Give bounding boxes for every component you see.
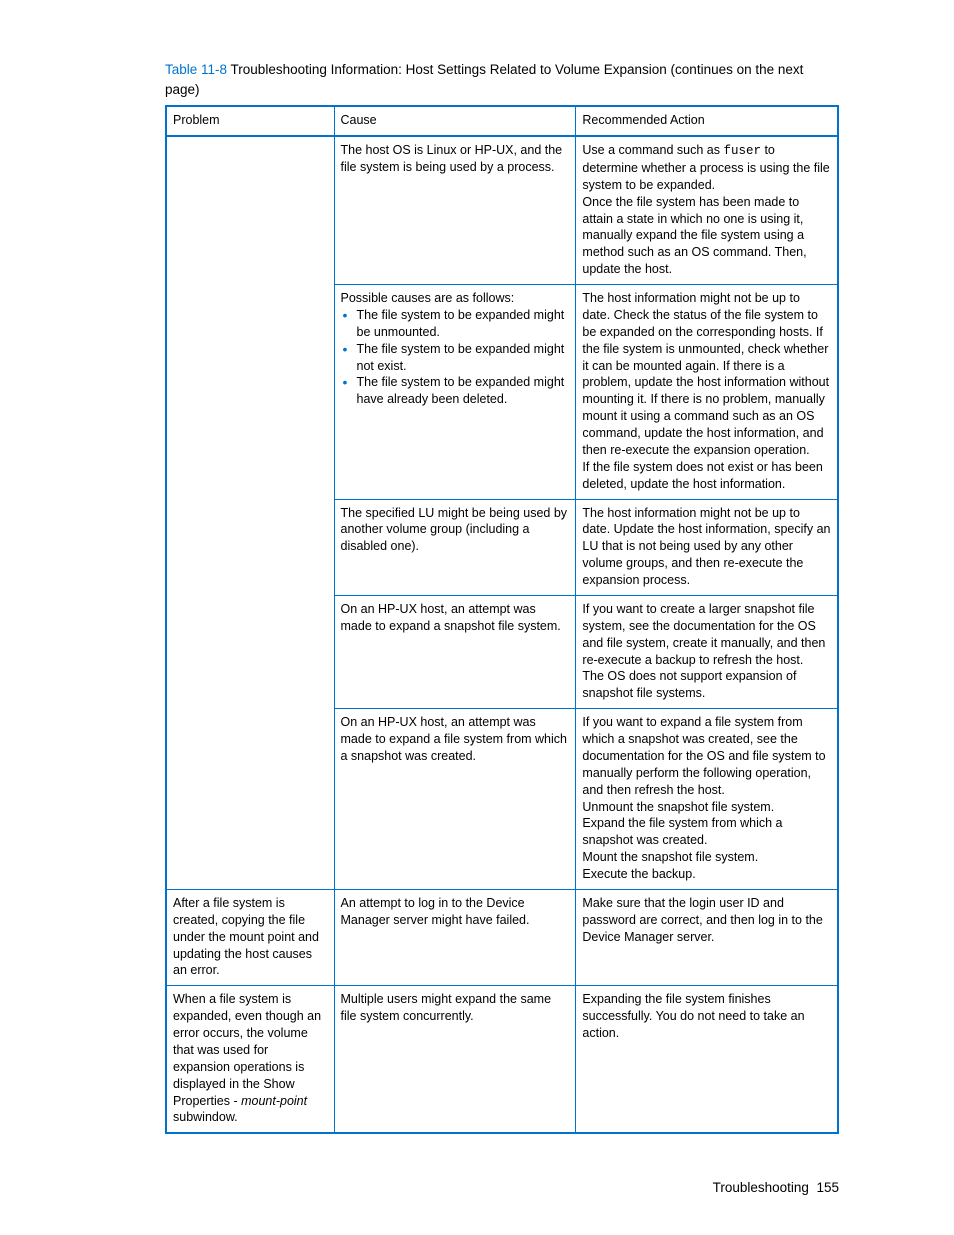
footer-section: Troubleshooting [713, 1180, 809, 1195]
action-text: to determine whether a process is using … [582, 143, 829, 276]
col-header-problem: Problem [166, 106, 334, 136]
action-cell: Make sure that the login user ID and pas… [576, 889, 838, 985]
cause-cell: The host OS is Linux or HP-UX, and the f… [334, 136, 576, 285]
action-cell: The host information might not be up to … [576, 499, 838, 595]
problem-text: When a file system is expanded, even tho… [173, 992, 321, 1107]
cause-list-item: The file system to be expanded might not… [357, 341, 570, 375]
table-caption: Table 11-8 Troubleshooting Information: … [165, 60, 839, 99]
action-text: Use a command such as [582, 143, 723, 157]
col-header-cause: Cause [334, 106, 576, 136]
action-cell: If you want to create a larger snapshot … [576, 595, 838, 708]
cause-list-item: The file system to be expanded might be … [357, 307, 570, 341]
table-row: After a file system is created, copying … [166, 889, 838, 985]
document-page: Table 11-8 Troubleshooting Information: … [0, 0, 954, 1235]
cause-cell: An attempt to log in to the Device Manag… [334, 889, 576, 985]
footer-page-number: 155 [816, 1180, 839, 1195]
cause-list-item: The file system to be expanded might hav… [357, 374, 570, 408]
cause-cell: Multiple users might expand the same fil… [334, 986, 576, 1134]
command-literal: fuser [723, 144, 761, 158]
cause-cell: The specified LU might be being used by … [334, 499, 576, 595]
cause-cell: Possible causes are as follows: The file… [334, 285, 576, 500]
emphasis-term: mount-point [241, 1094, 307, 1108]
table-ref: Table 11-8 [165, 62, 227, 77]
cause-intro: Possible causes are as follows: [341, 290, 570, 307]
action-cell: The host information might not be up to … [576, 285, 838, 500]
problem-cell: After a file system is created, copying … [166, 889, 334, 985]
problem-cell-empty [166, 136, 334, 889]
troubleshooting-table: Problem Cause Recommended Action The hos… [165, 105, 839, 1134]
col-header-action: Recommended Action [576, 106, 838, 136]
problem-cell: When a file system is expanded, even tho… [166, 986, 334, 1134]
action-cell: Use a command such as fuser to determine… [576, 136, 838, 285]
action-cell: If you want to expand a file system from… [576, 709, 838, 890]
page-footer: Troubleshooting 155 [713, 1180, 839, 1195]
action-cell: Expanding the file system finishes succe… [576, 986, 838, 1134]
table-caption-text: Troubleshooting Information: Host Settin… [165, 62, 803, 97]
table-row: When a file system is expanded, even tho… [166, 986, 838, 1134]
table-row: The host OS is Linux or HP-UX, and the f… [166, 136, 838, 285]
cause-list: The file system to be expanded might be … [341, 307, 570, 408]
cause-cell: On an HP-UX host, an attempt was made to… [334, 709, 576, 890]
cause-cell: On an HP-UX host, an attempt was made to… [334, 595, 576, 708]
table-header-row: Problem Cause Recommended Action [166, 106, 838, 136]
problem-text: subwindow. [173, 1110, 238, 1124]
